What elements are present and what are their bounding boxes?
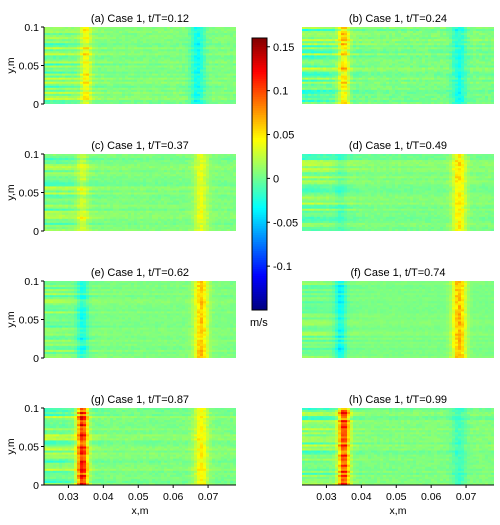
x-axis-label: x,m <box>390 505 407 517</box>
y-tick-label: 0 <box>33 353 39 365</box>
velocity-field <box>44 281 236 358</box>
x-tick-label: 0.03 <box>316 491 337 503</box>
x-axis-label: x,m <box>132 505 149 517</box>
x-tick-label: 0.03 <box>58 491 79 503</box>
panel-title: (b) Case 1, t/T=0.24 <box>349 13 447 25</box>
colorbar-tick-label: -0.05 <box>273 217 298 229</box>
panel-d <box>302 154 494 231</box>
velocity-field <box>44 154 236 231</box>
panel-title: (e) Case 1, t/T=0.62 <box>91 267 189 279</box>
panel-g <box>41 407 236 488</box>
x-tick-label: 0.06 <box>163 491 184 503</box>
colorbar-unit: m/s <box>250 317 268 329</box>
y-tick-label: 0 <box>33 99 39 111</box>
velocity-field <box>302 408 494 485</box>
velocity-field <box>302 27 494 104</box>
colorbar-tick-label: 0 <box>273 173 279 185</box>
y-tick-label: 0 <box>33 480 39 492</box>
y-tick-label: 0.1 <box>24 22 39 34</box>
y-tick-label: 0.05 <box>19 61 40 73</box>
x-tick-label: 0.04 <box>351 491 372 503</box>
panel-e <box>41 280 236 359</box>
x-tick-label: 0.04 <box>93 491 114 503</box>
panel-title: (d) Case 1, t/T=0.49 <box>349 140 447 152</box>
panel-h <box>302 408 494 488</box>
y-axis-label: y,m <box>5 184 17 200</box>
velocity-field <box>44 27 236 104</box>
x-tick-label: 0.07 <box>198 491 219 503</box>
x-tick-label: 0.05 <box>386 491 407 503</box>
y-tick-label: 0.05 <box>19 188 40 200</box>
y-tick-label: 0 <box>33 226 39 238</box>
panel-title: (f) Case 1, t/T=0.74 <box>350 267 445 279</box>
panel-b <box>302 27 494 104</box>
velocity-field <box>302 281 494 358</box>
y-axis-label: y,m <box>5 311 17 327</box>
y-tick-label: 0.1 <box>24 403 39 415</box>
y-axis-label: y,m <box>5 57 17 73</box>
panel-title: (h) Case 1, t/T=0.99 <box>349 394 447 406</box>
panel-title: (a) Case 1, t/T=0.12 <box>91 13 189 25</box>
velocity-field <box>302 154 494 231</box>
y-tick-label: 0.1 <box>24 276 39 288</box>
panel-c <box>41 153 236 232</box>
y-tick-label: 0.05 <box>19 315 40 327</box>
x-tick-label: 0.06 <box>421 491 442 503</box>
x-tick-label: 0.07 <box>456 491 477 503</box>
panel-title: (c) Case 1, t/T=0.37 <box>91 140 189 152</box>
panel-title: (g) Case 1, t/T=0.87 <box>91 394 189 406</box>
colorbar-tick-label: 0.1 <box>273 86 288 98</box>
colorbar-tick-label: 0.15 <box>273 42 294 54</box>
colorbar <box>251 37 270 311</box>
colorbar-tick-label: 0.05 <box>273 130 294 142</box>
colorbar-tick-label: -0.1 <box>273 261 292 273</box>
y-tick-label: 0.05 <box>19 442 40 454</box>
panel-a <box>41 26 236 105</box>
y-tick-label: 0.1 <box>24 149 39 161</box>
panel-f <box>302 281 494 358</box>
velocity-field <box>44 408 236 485</box>
y-axis-label: y,m <box>5 438 17 454</box>
x-tick-label: 0.05 <box>128 491 149 503</box>
